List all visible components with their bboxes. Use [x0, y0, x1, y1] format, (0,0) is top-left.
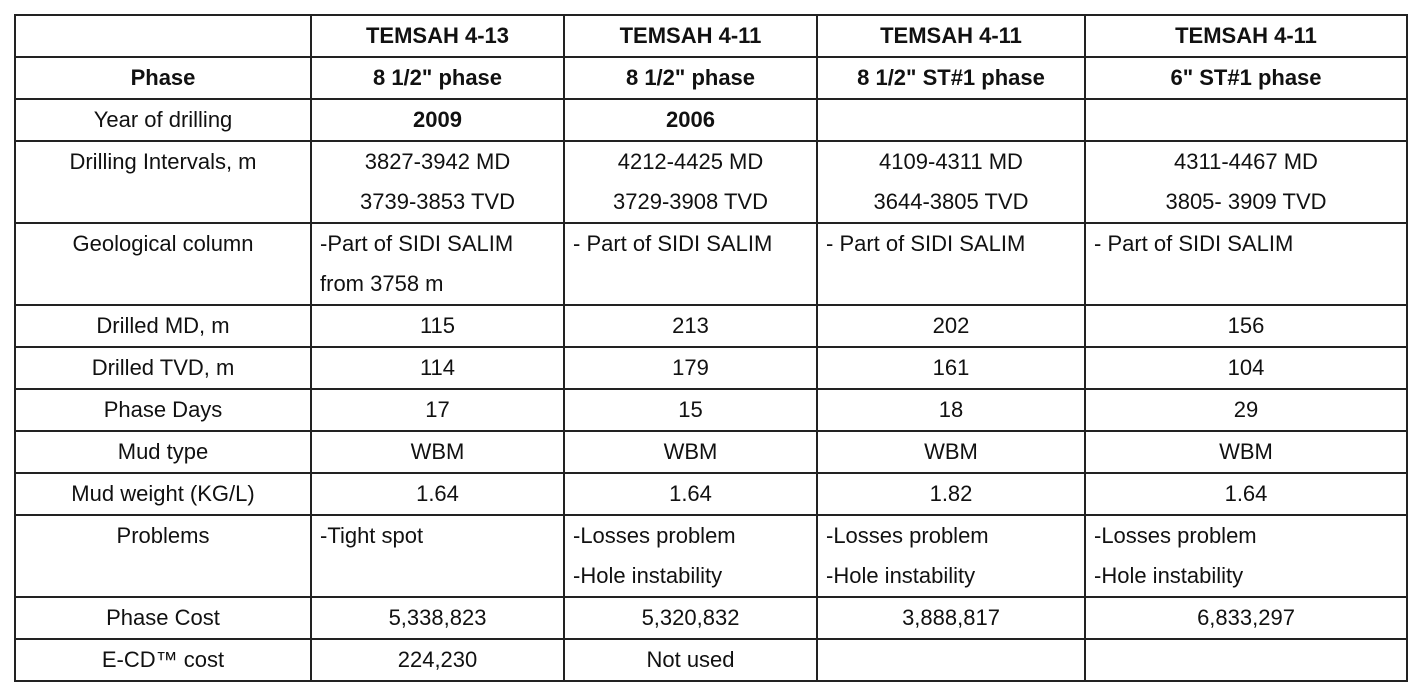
drilling-comparison-table: TEMSAH 4-13 TEMSAH 4-11 TEMSAH 4-11 TEMS…	[14, 14, 1408, 682]
table-cell: -Losses problem -Hole instability	[816, 514, 1086, 598]
table-cell: 5,320,832	[563, 596, 818, 640]
table-row-ecd-cost: E-CD™ cost 224,230 Not used	[14, 638, 1408, 682]
header-well-cell: TEMSAH 4-11	[816, 14, 1086, 58]
table-cell: 179	[563, 346, 818, 390]
table-cell: WBM	[1084, 430, 1408, 474]
header-well-cell: TEMSAH 4-11	[563, 14, 818, 58]
table-cell	[816, 98, 1086, 142]
row-label: Drilled TVD, m	[14, 346, 312, 390]
table-cell: 1.64	[563, 472, 818, 516]
table-row-mud-type: Mud type WBM WBM WBM WBM	[14, 430, 1408, 474]
cell-line: 3827-3942 MD	[364, 149, 511, 174]
table-cell: 114	[310, 346, 565, 390]
cell-line: 3739-3853 TVD	[360, 189, 515, 214]
row-label: Phase Days	[14, 388, 312, 432]
table-row-year: Year of drilling 2009 2006	[14, 98, 1408, 142]
table-row-drilled-md: Drilled MD, m 115 213 202 156	[14, 304, 1408, 348]
table-cell: - Part of SIDI SALIM	[816, 222, 1086, 306]
table-cell	[816, 638, 1086, 682]
table-cell	[1084, 638, 1408, 682]
row-label: Drilling Intervals, m	[14, 140, 312, 224]
table-cell: WBM	[310, 430, 565, 474]
header-well-cell: TEMSAH 4-13	[310, 14, 565, 58]
table-cell: 104	[1084, 346, 1408, 390]
table-row-mud-weight: Mud weight (KG/L) 1.64 1.64 1.82 1.64	[14, 472, 1408, 516]
table-cell: 8 1/2" phase	[310, 56, 565, 100]
table-cell: 3,888,817	[816, 596, 1086, 640]
table-row-problems: Problems -Tight spot -Losses problem -Ho…	[14, 514, 1408, 598]
cell-line: -Losses problem	[826, 523, 989, 548]
table-cell: 2006	[563, 98, 818, 142]
table-cell: 3827-3942 MD 3739-3853 TVD	[310, 140, 565, 224]
row-label: Year of drilling	[14, 98, 312, 142]
table-cell: 202	[816, 304, 1086, 348]
cell-line: 4212-4425 MD	[617, 149, 764, 174]
table-cell: 4311-4467 MD 3805- 3909 TVD	[1084, 140, 1408, 224]
table-row-drilled-tvd: Drilled TVD, m 114 179 161 104	[14, 346, 1408, 390]
cell-line: 4311-4467 MD	[1174, 149, 1318, 174]
cell-line: - Part of SIDI SALIM	[1094, 231, 1294, 256]
cell-line: -Part of SIDI SALIM	[320, 231, 514, 256]
header-corner-cell	[14, 14, 312, 58]
table-cell: WBM	[816, 430, 1086, 474]
table-row-phase-cost: Phase Cost 5,338,823 5,320,832 3,888,817…	[14, 596, 1408, 640]
table-cell: 15	[563, 388, 818, 432]
table-row-phase-days: Phase Days 17 15 18 29	[14, 388, 1408, 432]
table-cell: 115	[310, 304, 565, 348]
table-cell	[1084, 98, 1408, 142]
table-cell: 4109-4311 MD 3644-3805 TVD	[816, 140, 1086, 224]
table-row-phase: Phase 8 1/2" phase 8 1/2" phase 8 1/2" S…	[14, 56, 1408, 100]
cell-line: -Hole instability	[826, 563, 976, 588]
cell-line: - Part of SIDI SALIM	[573, 231, 773, 256]
table-cell: 5,338,823	[310, 596, 565, 640]
row-label: Mud type	[14, 430, 312, 474]
table-cell: Not used	[563, 638, 818, 682]
cell-line: -Hole instability	[573, 563, 723, 588]
row-label: Problems	[14, 514, 312, 598]
table-cell: 17	[310, 388, 565, 432]
cell-line: - Part of SIDI SALIM	[826, 231, 1026, 256]
row-label: Mud weight (KG/L)	[14, 472, 312, 516]
table-cell: - Part of SIDI SALIM	[563, 222, 818, 306]
cell-line: -Hole instability	[1094, 563, 1244, 588]
cell-line: -Tight spot	[320, 523, 424, 548]
table-cell: -Part of SIDI SALIM from 3758 m	[310, 222, 565, 306]
table-row-intervals: Drilling Intervals, m 3827-3942 MD 3739-…	[14, 140, 1408, 224]
table-cell: -Tight spot	[310, 514, 565, 598]
table-cell: - Part of SIDI SALIM	[1084, 222, 1408, 306]
table-cell: 6,833,297	[1084, 596, 1408, 640]
table-cell: 213	[563, 304, 818, 348]
table-row-geology: Geological column -Part of SIDI SALIM fr…	[14, 222, 1408, 306]
table-cell: 29	[1084, 388, 1408, 432]
cell-line: 3644-3805 TVD	[873, 189, 1029, 214]
cell-line: 3729-3908 TVD	[613, 189, 768, 214]
row-label: Geological column	[14, 222, 312, 306]
row-label: Phase Cost	[14, 596, 312, 640]
cell-line: 4109-4311 MD	[879, 149, 1023, 174]
table-cell: 8 1/2" phase	[563, 56, 818, 100]
table-cell: -Losses problem -Hole instability	[563, 514, 818, 598]
cell-line: -Losses problem	[1094, 523, 1257, 548]
table-cell: 224,230	[310, 638, 565, 682]
table-cell: 1.64	[310, 472, 565, 516]
table-cell: 6" ST#1 phase	[1084, 56, 1408, 100]
row-label: Drilled MD, m	[14, 304, 312, 348]
table-cell: -Losses problem -Hole instability	[1084, 514, 1408, 598]
row-label: Phase	[14, 56, 312, 100]
cell-line: 3805- 3909 TVD	[1165, 189, 1327, 214]
table-cell: 1.82	[816, 472, 1086, 516]
table-cell: 8 1/2" ST#1 phase	[816, 56, 1086, 100]
cell-line: -Losses problem	[573, 523, 736, 548]
table-cell: 4212-4425 MD 3729-3908 TVD	[563, 140, 818, 224]
header-row: TEMSAH 4-13 TEMSAH 4-11 TEMSAH 4-11 TEMS…	[14, 14, 1408, 58]
row-label: E-CD™ cost	[14, 638, 312, 682]
table-cell: 2009	[310, 98, 565, 142]
table-cell: 156	[1084, 304, 1408, 348]
cell-line: from 3758 m	[320, 271, 444, 296]
table-cell: 161	[816, 346, 1086, 390]
table-cell: 1.64	[1084, 472, 1408, 516]
table-cell: 18	[816, 388, 1086, 432]
table-cell: WBM	[563, 430, 818, 474]
header-well-cell: TEMSAH 4-11	[1084, 14, 1408, 58]
